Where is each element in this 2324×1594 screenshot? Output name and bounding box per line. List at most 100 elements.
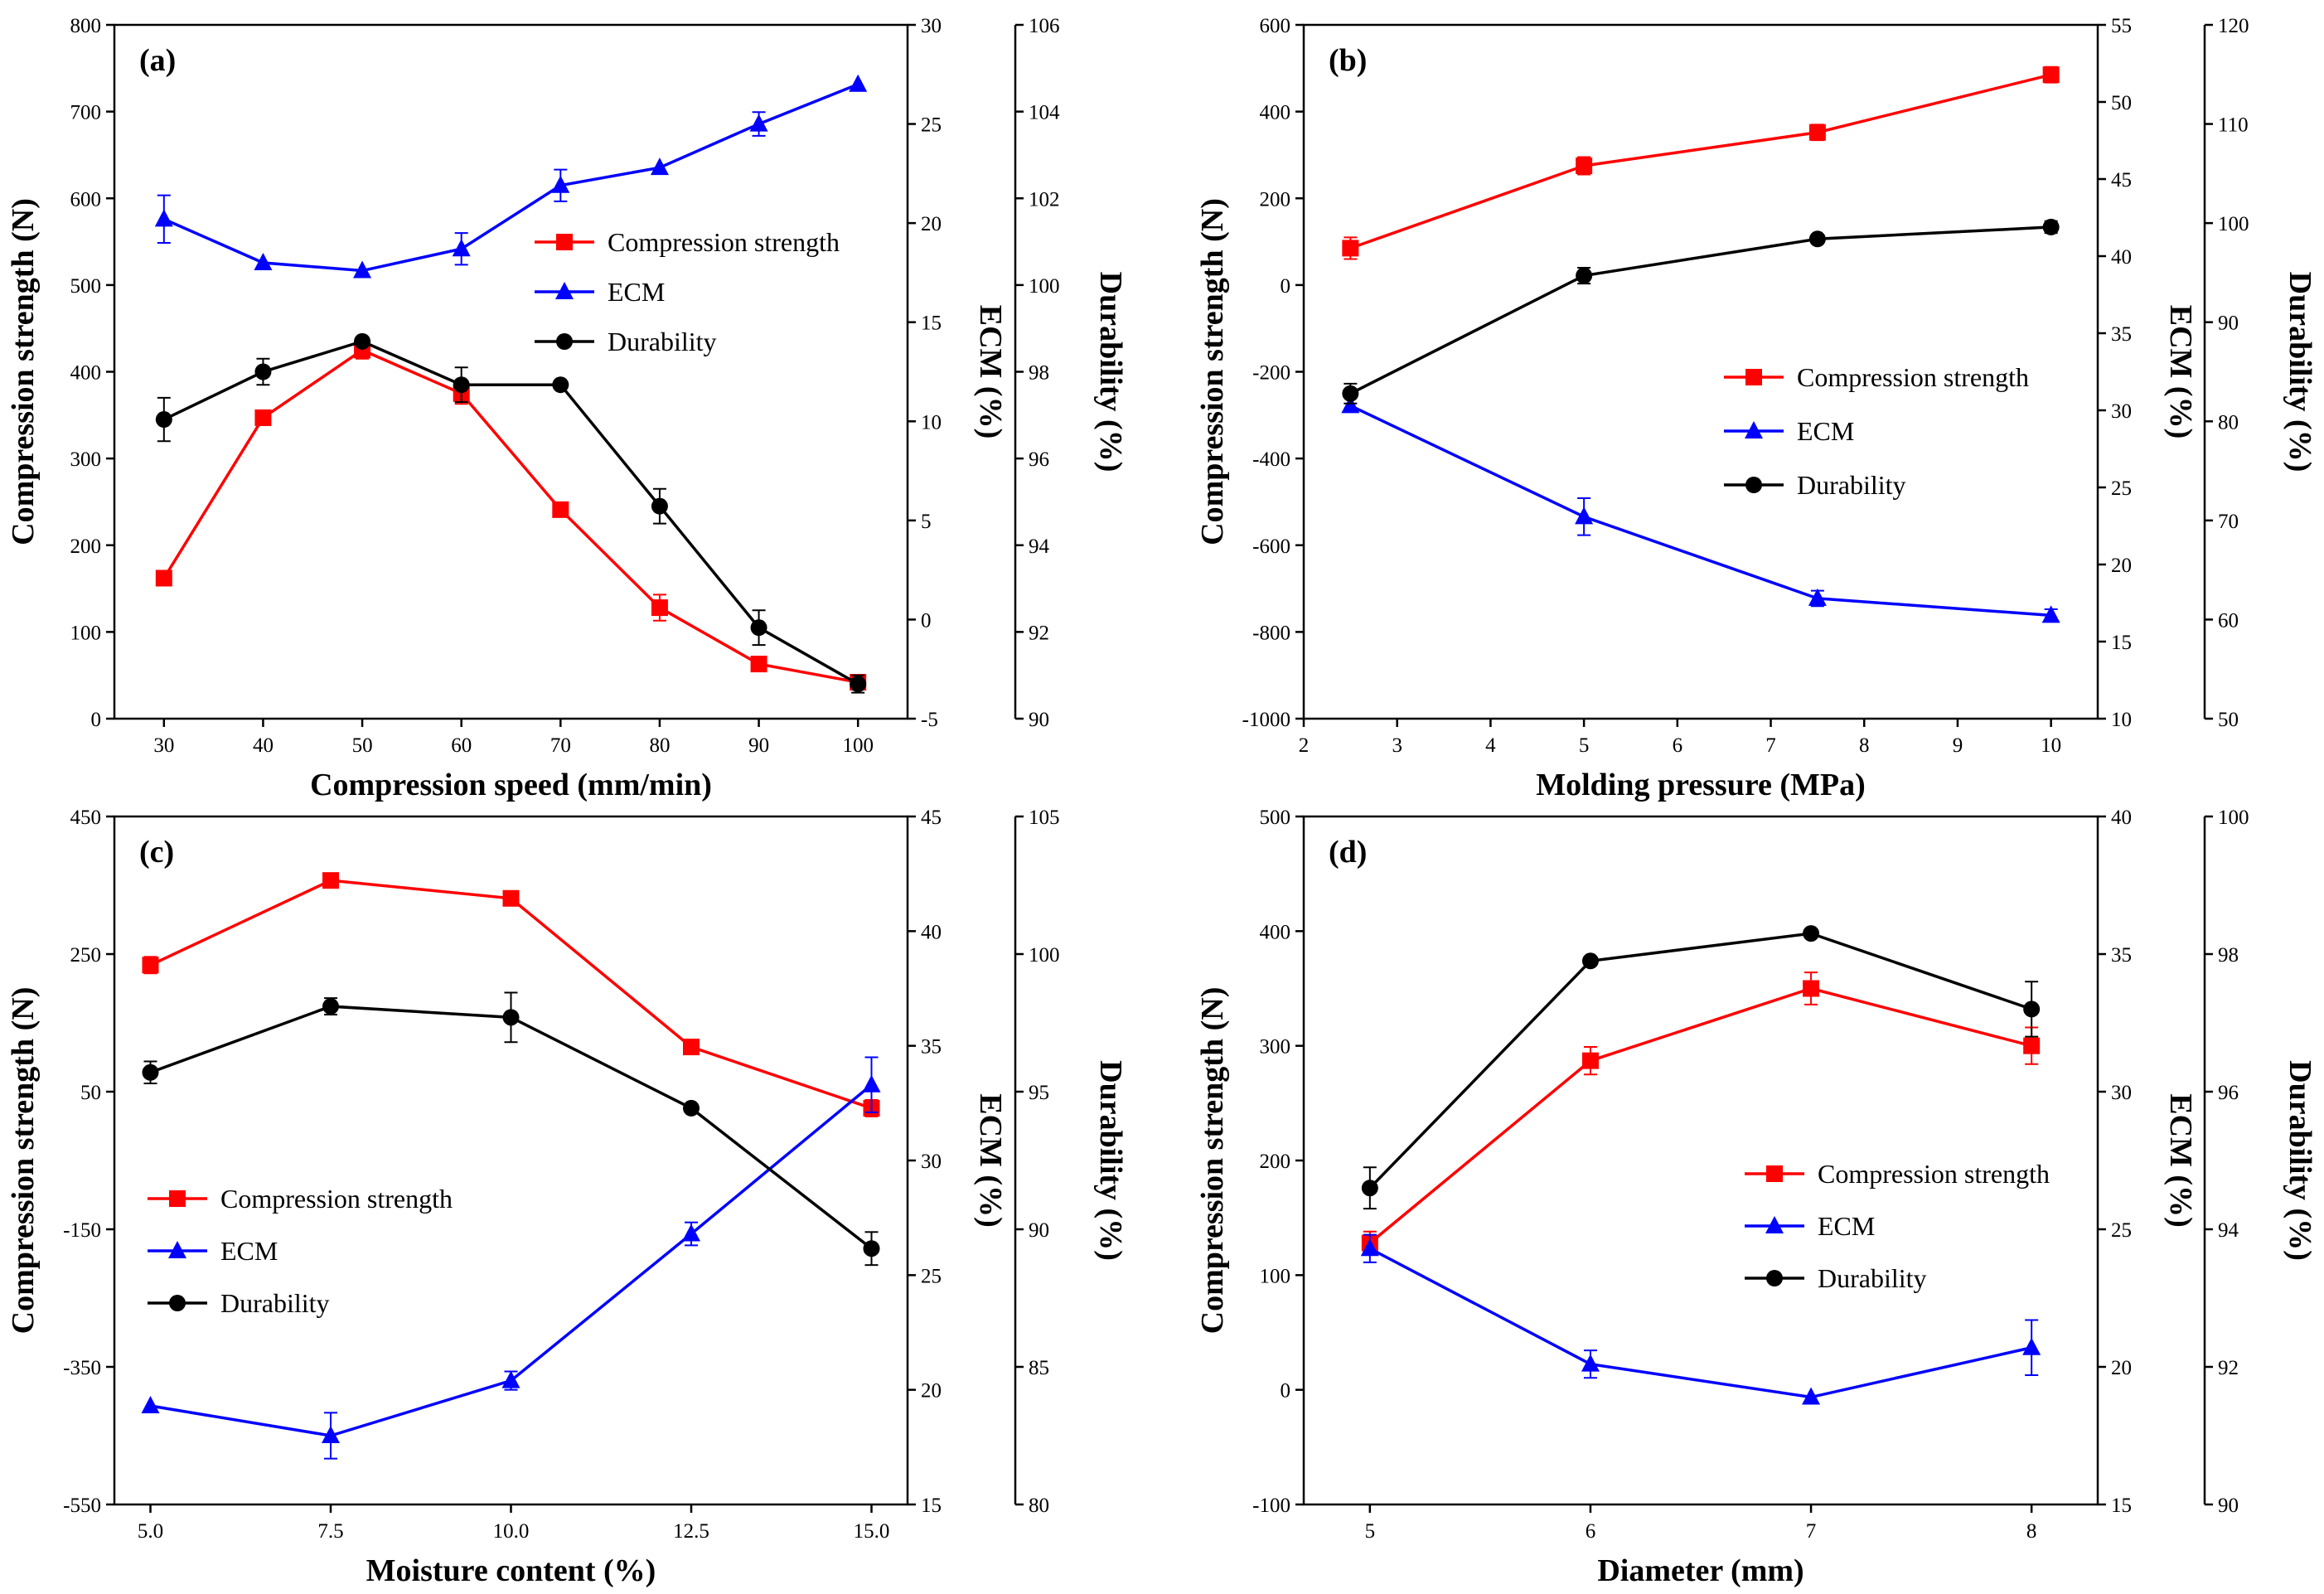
durability-tick-label: 100 (2218, 213, 2249, 235)
legend: Compression strength ECM Durability (535, 227, 840, 356)
y-tick-label: -200 (1252, 362, 1290, 385)
x-tick-label: 5 (1365, 1520, 1376, 1543)
y-axis-title-durability: Durability (%) (2283, 1060, 2317, 1261)
data-point (1341, 395, 1360, 414)
data-point (552, 376, 569, 394)
panel-c: 5.0 7.5 10.0 12.5 15.0 Moisture content (%) -5… (6, 807, 1128, 1588)
ecm-tick-label: 40 (2111, 807, 2132, 829)
data-point (1342, 240, 1359, 257)
data-point (142, 957, 159, 974)
series-strength (1361, 971, 2041, 1256)
y-tick-label: 400 (1260, 921, 1291, 943)
data-point (354, 332, 371, 350)
ecm-tick-label: 25 (2111, 477, 2132, 500)
x-tick-label: 5 (1579, 734, 1590, 757)
legend-marker (1766, 1165, 1783, 1182)
panel-label: (b) (1329, 43, 1367, 78)
data-point (1342, 385, 1359, 402)
durability-tick-label: 50 (2218, 709, 2239, 731)
data-point (1808, 588, 1827, 606)
data-point (1581, 1354, 1600, 1372)
legend-label: ECM (608, 277, 665, 307)
data-point (683, 1099, 700, 1117)
ecm-tick-label: 20 (921, 1380, 942, 1403)
data-point (501, 1370, 520, 1388)
data-point (141, 1396, 160, 1414)
data-point (502, 889, 520, 907)
y-tick-label: 500 (1260, 807, 1291, 829)
data-point (2042, 218, 2060, 235)
durability-tick-label: 105 (1029, 807, 1060, 829)
y-tick-label: -550 (63, 1495, 101, 1517)
ecm-tick-label: 35 (2111, 944, 2132, 967)
ecm-tick-label: 30 (921, 1151, 942, 1173)
ecm-tick-label: 20 (2111, 1357, 2132, 1379)
legend-label: ECM (1797, 416, 1854, 446)
y-tick-label: 0 (1281, 275, 1291, 298)
y-axis-title-strength: Compression strength (N) (6, 987, 41, 1335)
ecm-tick-label: 30 (2111, 1082, 2132, 1104)
data-point (1576, 157, 1593, 175)
series-durability (1361, 925, 2041, 1210)
legend-marker (1765, 1216, 1784, 1233)
ecm-tick-label: 40 (2111, 246, 2132, 269)
data-point (2022, 1337, 2041, 1355)
durability-tick-label: 95 (1029, 1082, 1049, 1104)
ecm-tick-label: 10 (921, 411, 942, 434)
data-point (154, 209, 173, 227)
y-tick-label: -100 (1252, 1495, 1290, 1517)
legend-label: Durability (608, 327, 717, 356)
series-line (163, 83, 859, 273)
x-tick-label: 10 (2041, 734, 2061, 757)
data-point (1360, 1238, 1379, 1257)
legend-marker (1745, 369, 1762, 385)
data-point (750, 619, 767, 637)
data-point (650, 157, 669, 176)
data-point (850, 676, 867, 693)
y-tick-label: 200 (70, 535, 102, 558)
x-tick-label: 80 (649, 734, 670, 757)
legend-label: Compression strength (1797, 362, 2029, 392)
y-axis-title-durability: Durability (%) (2283, 272, 2317, 472)
y-tick-label: -150 (63, 1219, 101, 1242)
series-line (1349, 73, 2052, 250)
series-durability (1342, 218, 2060, 405)
durability-tick-label: 94 (2218, 1219, 2239, 1242)
legend: Compression strength ECM Durability (1724, 362, 2029, 500)
x-tick-label: 7.5 (317, 1520, 343, 1543)
durability-tick-label: 106 (1029, 15, 1060, 37)
ecm-tick-label: 40 (921, 921, 942, 943)
data-point (863, 1240, 880, 1257)
y-tick-label: 200 (1260, 1151, 1291, 1173)
durability-tick-label: 98 (1029, 362, 1049, 385)
series-line (1349, 225, 2051, 395)
data-point (502, 1009, 520, 1026)
durability-tick-label: 85 (1029, 1357, 1049, 1379)
durability-tick-label: 80 (1029, 1495, 1049, 1517)
data-point (1576, 267, 1593, 284)
legend-marker (169, 1190, 186, 1207)
legend-marker (169, 1295, 186, 1311)
legend-marker (556, 333, 573, 350)
data-point (254, 252, 273, 270)
durability-tick-label: 80 (2218, 411, 2239, 434)
data-point (452, 239, 471, 257)
ecm-tick-label: 25 (921, 114, 942, 137)
durability-tick-label: 92 (2218, 1357, 2239, 1379)
series-line (1368, 986, 2032, 1244)
durability-tick-label: 100 (1029, 944, 1060, 967)
data-point (453, 376, 470, 394)
ecm-tick-label: 15 (2111, 632, 2132, 654)
x-tick-label: 12.5 (673, 1520, 709, 1543)
ecm-tick-label: 50 (2111, 92, 2132, 114)
durability-tick-label: 96 (1029, 448, 1049, 471)
ecm-tick-label: 45 (921, 807, 942, 829)
ecm-tick-label: 30 (2111, 400, 2132, 423)
legend-marker (1766, 1270, 1783, 1286)
y-tick-label: 800 (70, 15, 102, 37)
y-tick-label: -1000 (1242, 709, 1290, 731)
y-tick-label: 0 (1281, 1380, 1291, 1403)
data-point (750, 656, 767, 673)
legend-marker (556, 234, 573, 250)
